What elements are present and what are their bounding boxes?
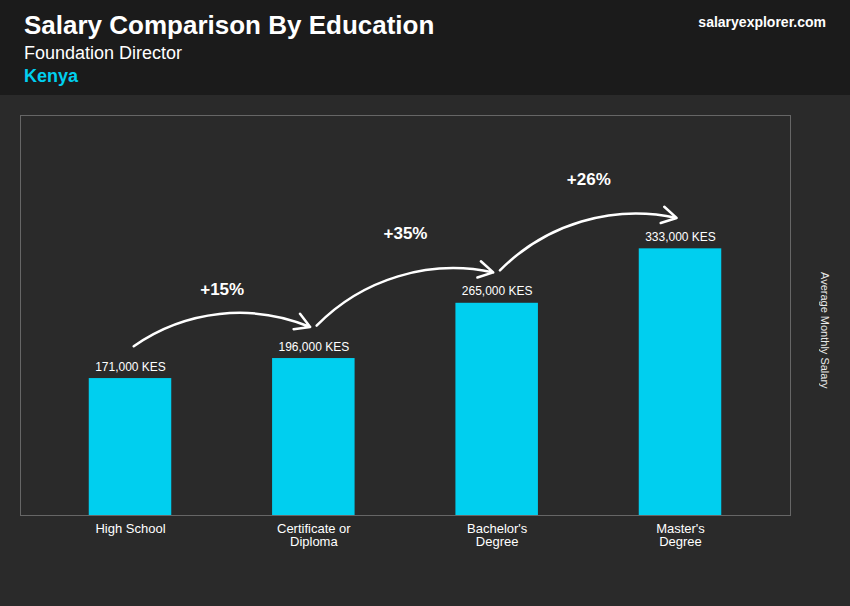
svg-text:+15%: +15%	[200, 280, 244, 299]
svg-text:171,000 KES: 171,000 KES	[95, 360, 166, 374]
html-text:salaryexplorer.com: salaryexplorer.com	[698, 14, 826, 30]
svg-text:Bachelor'sDegree: Bachelor'sDegree	[467, 521, 528, 549]
svg-text:High School: High School	[95, 521, 165, 536]
svg-text:Certificate orDiploma: Certificate orDiploma	[277, 521, 351, 549]
html-text:Average Monthly Salary: Average Monthly Salary	[819, 271, 831, 389]
svg-text:+35%: +35%	[384, 224, 428, 243]
svg-text:+26%: +26%	[567, 170, 611, 189]
svg-text:Master'sDegree: Master'sDegree	[656, 521, 705, 549]
html-text:Salary Comparison By Education: Salary Comparison By Education	[24, 10, 435, 40]
html-text:Foundation Director: Foundation Director	[24, 43, 183, 63]
svg-text:196,000 KES: 196,000 KES	[278, 340, 349, 354]
svg-text:333,000 KES: 333,000 KES	[645, 230, 716, 244]
html-text:Kenya: Kenya	[24, 66, 78, 86]
svg-text:265,000 KES: 265,000 KES	[462, 284, 533, 298]
